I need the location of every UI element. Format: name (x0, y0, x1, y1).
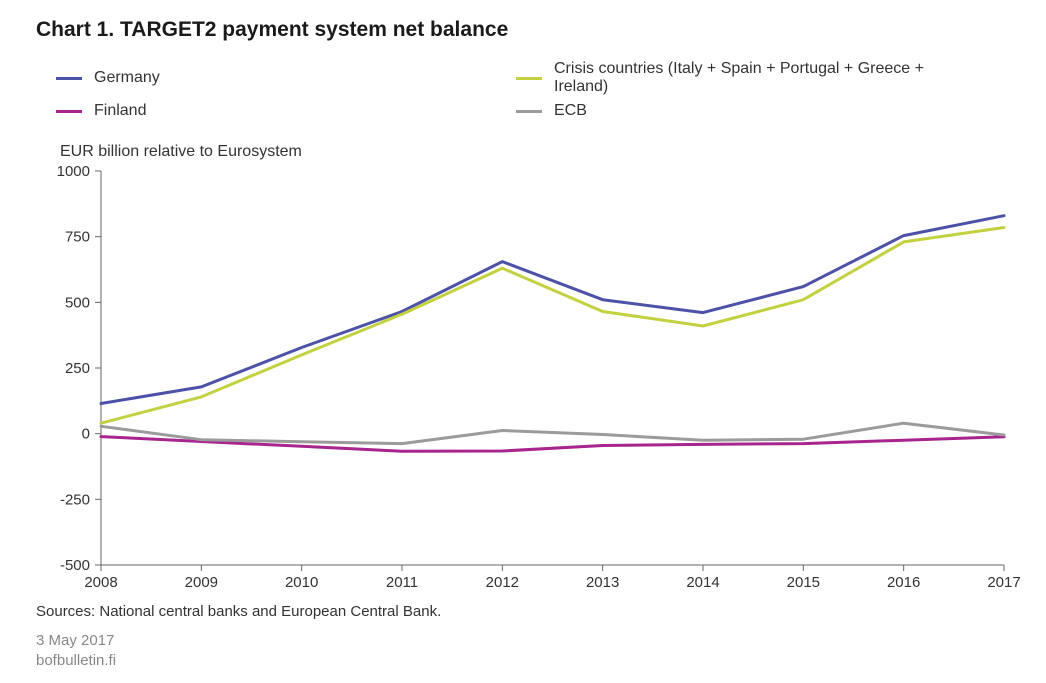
x-tick-label: 2011 (386, 574, 418, 591)
y-tick-label: 1000 (57, 165, 90, 180)
legend-label: Crisis countries (Italy + Spain + Portug… (554, 60, 976, 96)
legend-item: Germany (56, 60, 516, 96)
series-line (101, 216, 1004, 404)
source-line: Sources: National central banks and Euro… (36, 603, 441, 620)
x-tick-label: 2010 (285, 574, 318, 591)
legend: Germany Crisis countries (Italy + Spain +… (56, 60, 996, 126)
legend-swatch (56, 110, 82, 113)
date-line: 3 May 2017 (36, 632, 114, 649)
x-tick-label: 2014 (686, 574, 719, 591)
x-tick-label: 2017 (987, 574, 1020, 591)
legend-item: ECB (516, 102, 976, 120)
x-tick-label: 2015 (787, 574, 820, 591)
y-tick-label: -250 (60, 491, 90, 508)
x-tick-label: 2008 (84, 574, 117, 591)
y-tick-label: 0 (82, 426, 90, 443)
y-tick-label: 750 (65, 229, 90, 246)
site-line: bofbulletin.fi (36, 652, 116, 669)
y-tick-label: -500 (60, 557, 90, 574)
chart-area: -500 -250 0 250 500 750 1000 2008 2009 2010 2011 20… (36, 165, 1024, 595)
y-axis-label: EUR billion relative to Eurosystem (60, 143, 302, 161)
chart-svg: -500 -250 0 250 500 750 1000 2008 2009 2010 2011 20… (36, 165, 1024, 595)
legend-label: Germany (94, 69, 160, 87)
x-tick-label: 2013 (586, 574, 619, 591)
legend-item: Crisis countries (Italy + Spain + Portug… (516, 60, 976, 96)
legend-item: Finland (56, 102, 516, 120)
x-tick-label: 2016 (887, 574, 920, 591)
legend-swatch (516, 77, 542, 80)
x-tick-label: 2012 (486, 574, 519, 591)
series-line (101, 437, 1004, 452)
y-tick-label: 500 (65, 294, 90, 311)
page-root: Chart 1. TARGET2 payment system net bala… (0, 0, 1046, 683)
legend-swatch (516, 110, 542, 113)
legend-label: ECB (554, 102, 587, 120)
chart-title: Chart 1. TARGET2 payment system net bala… (36, 18, 508, 42)
x-tick-label: 2009 (185, 574, 218, 591)
y-tick-label: 250 (65, 360, 90, 377)
legend-label: Finland (94, 102, 146, 120)
legend-swatch (56, 77, 82, 80)
series-line (101, 228, 1004, 424)
